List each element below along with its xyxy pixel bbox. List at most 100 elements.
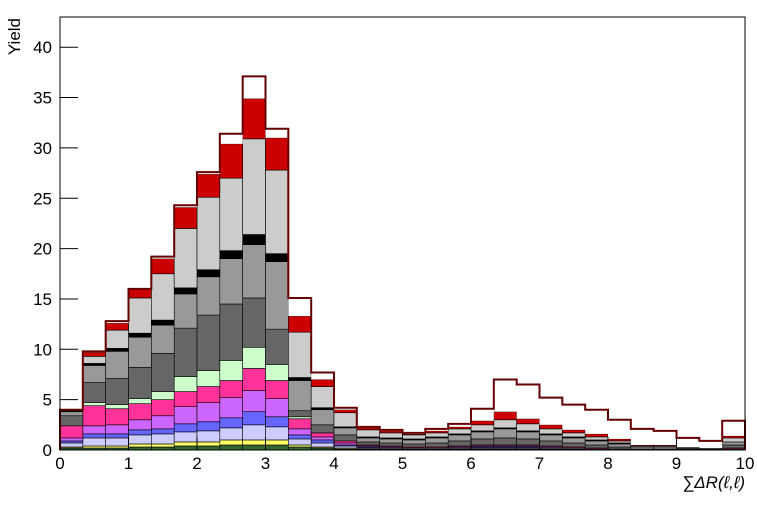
- histogram-bar: [265, 398, 289, 418]
- histogram-bar: [59, 440, 84, 444]
- histogram-bar: [196, 386, 221, 403]
- histogram-bar: [356, 427, 380, 431]
- histogram-bar: [539, 397, 563, 425]
- histogram-bar: [173, 431, 198, 443]
- histogram-bar: [219, 250, 243, 259]
- histogram-bar: [219, 397, 243, 419]
- x-tick-label: 8: [603, 454, 612, 473]
- histogram-bar: [105, 347, 129, 352]
- histogram-bar: [699, 447, 723, 450]
- x-tick-label: 0: [55, 454, 64, 473]
- histogram-bar: [105, 329, 129, 349]
- histogram-bar: [128, 398, 152, 404]
- histogram-bar: [173, 228, 198, 289]
- histogram-bar: [82, 356, 106, 364]
- histogram-bar: [470, 431, 495, 440]
- histogram-bar: [471, 408, 494, 421]
- histogram-bar: [82, 382, 106, 403]
- histogram-bar: [288, 416, 312, 420]
- histogram-bar: [493, 379, 517, 412]
- histogram-bar: [333, 434, 358, 442]
- y-axis-label: Yield: [5, 18, 24, 55]
- histogram-bar: [105, 437, 129, 447]
- histogram-bar: [493, 428, 517, 439]
- histogram-bar: [288, 434, 312, 440]
- histogram-bar: [105, 445, 129, 449]
- histogram-bar: [105, 424, 129, 435]
- histogram-bar: [310, 409, 335, 426]
- histogram-bar: [288, 418, 312, 430]
- histogram-bar: [447, 440, 472, 447]
- histogram-bar: [242, 368, 266, 391]
- histogram-bar: [676, 446, 700, 449]
- y-tick-label: 10: [33, 340, 52, 359]
- histogram-bar: [333, 440, 358, 444]
- histogram-bar: [196, 441, 221, 447]
- histogram-bar: [310, 439, 335, 444]
- histogram-bar: [310, 379, 335, 387]
- histogram-bar: [721, 444, 746, 449]
- histogram-bar: [196, 430, 221, 443]
- y-tick-label: 15: [33, 290, 52, 309]
- histogram-bar: [196, 445, 221, 451]
- histogram-bar: [265, 169, 289, 254]
- histogram-bar: [653, 446, 677, 450]
- histogram-bar: [242, 411, 266, 426]
- histogram-bar: [128, 367, 152, 399]
- y-tick-label: 25: [33, 189, 52, 208]
- histogram-bar: [105, 351, 129, 379]
- histogram-bar: [607, 438, 632, 442]
- histogram-bar: [653, 444, 677, 447]
- histogram-bar: [219, 444, 243, 451]
- histogram-bar: [539, 428, 563, 435]
- histogram-bar: [356, 429, 380, 438]
- histogram-bar: [539, 434, 563, 442]
- histogram-bar: [196, 276, 221, 316]
- histogram-bar: [128, 297, 152, 334]
- histogram-bar: [493, 419, 517, 429]
- histogram-bar: [151, 256, 175, 259]
- histogram-bar: [105, 378, 129, 405]
- histogram-bar: [105, 433, 129, 439]
- histogram-bar: [151, 258, 175, 275]
- histogram-bar: [59, 415, 84, 427]
- histogram-bar: [173, 287, 198, 295]
- x-tick-label: 4: [329, 454, 338, 473]
- x-tick-label: 2: [192, 454, 201, 473]
- histogram-bar: [722, 420, 745, 436]
- histogram-bar: [128, 403, 152, 421]
- histogram-bar: [242, 76, 266, 99]
- histogram-bar: [82, 402, 106, 406]
- histogram-bar: [151, 324, 175, 354]
- histogram-bar: [82, 365, 106, 383]
- histogram-bar: [128, 332, 152, 338]
- histogram-bar: [311, 372, 334, 380]
- histogram-bar: [173, 406, 198, 425]
- histogram-bar: [59, 411, 84, 417]
- histogram-bar: [516, 431, 540, 440]
- histogram-bar: [288, 438, 312, 446]
- histogram-bar: [197, 172, 220, 175]
- histogram-bar: [242, 424, 266, 441]
- histogram-bar: [425, 442, 449, 448]
- histogram-bar: [425, 428, 449, 431]
- histogram-bar: [288, 297, 312, 317]
- histogram-bar: [630, 446, 654, 450]
- histogram-bar: [607, 446, 632, 450]
- histogram-bar: [310, 386, 335, 409]
- histogram-bar: [721, 435, 746, 439]
- histogram-bar: [562, 437, 586, 444]
- histogram-bar: [539, 424, 563, 430]
- histogram-bar: [607, 443, 632, 448]
- x-axis-label: ∑ΔR(ℓ,ℓ): [682, 473, 745, 492]
- histogram-bar: [584, 433, 609, 438]
- histogram-bar: [82, 433, 106, 439]
- histogram-bar: [539, 440, 563, 447]
- x-tick-label: 5: [398, 454, 407, 473]
- y-tick-label: 0: [43, 441, 52, 460]
- histogram-bar: [402, 443, 426, 448]
- histogram-bar: [173, 293, 198, 329]
- histogram-bar: [288, 428, 312, 436]
- histogram-bar: [516, 384, 540, 419]
